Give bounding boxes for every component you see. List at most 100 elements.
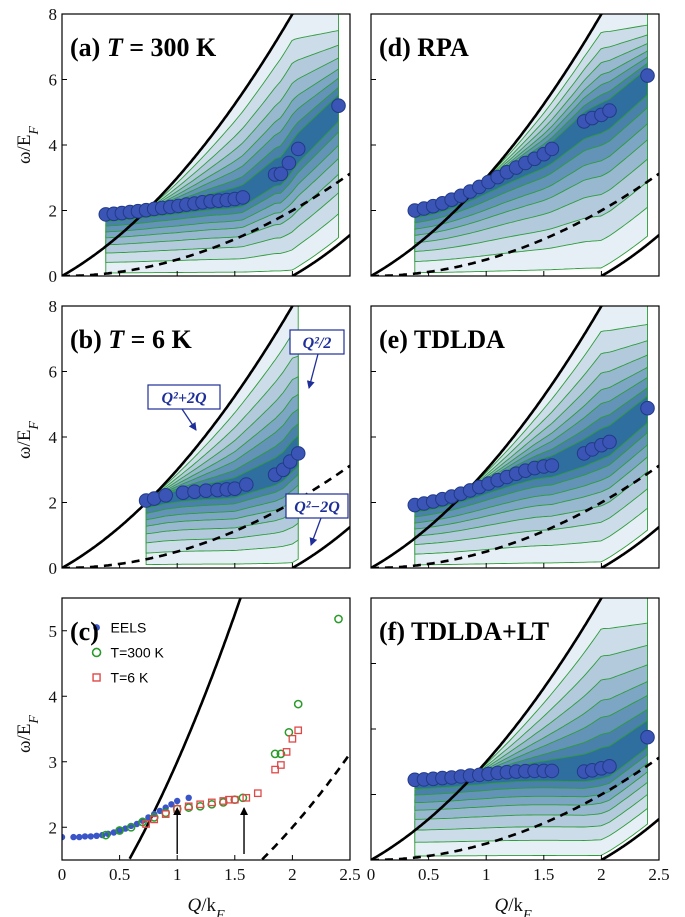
eels-point [185,794,192,801]
panel-title: (d) RPA [379,33,469,62]
y-tick-label: 4 [49,687,58,706]
panel-e: (e) TDLDA [370,305,660,569]
y-axis-label-bottom: ω/EF [14,715,42,753]
peak-marker [290,141,306,157]
red-open-square-point [294,726,303,735]
curve-q2-plus-2q [62,14,294,276]
curve-q2-minus-2q [291,234,350,276]
curve-q2-plus-2q [62,306,294,568]
x-tick-label: 2.5 [339,865,360,884]
plot-area-d [371,14,659,276]
y-tick-label: 0 [49,559,58,578]
curve-q2-minus-2q [600,234,659,276]
peak-marker [602,103,617,118]
legend-entry: T=6 K [111,669,149,685]
panel-f: 0 0.5 1 1.5 2 2.5 (f) TDLDA+LT [367,597,670,884]
y-tick-label: 8 [49,297,58,316]
peak-marker [331,98,346,113]
peak-marker [290,446,306,461]
panel-title: (a) T = 300 K [70,33,217,62]
eels-point [168,801,175,808]
legend-marker-300k [91,647,102,658]
panel-b: 0 2 4 6 8 (b) T = 6 K Q²+2Q Q²/2 Q²−2Q [49,297,351,578]
y-tick-label: 2 [49,818,58,837]
y-tick-label: 5 [49,622,58,641]
peak-marker [640,729,655,745]
red-open-square-point [207,798,216,807]
y-tick-label: 2 [49,494,58,513]
plot-area-a [62,14,350,276]
green-open-circle-point [115,826,124,835]
x-tick-label: 2 [597,865,606,884]
eels-point [81,833,89,840]
curve-q2-plus-2q [371,306,603,568]
red-open-square-point [142,820,150,828]
x-axis-label-left: Q/kF [187,895,225,917]
eels-point [76,833,83,841]
eels-point [62,833,66,841]
panel-a: 0 2 4 6 8 (a) T = 300 K [49,5,351,286]
green-open-circle-point [270,749,280,759]
red-open-square-point [150,815,159,824]
curve-q2-half [371,756,659,860]
red-open-square-point [196,800,205,809]
red-open-square-point [219,797,228,805]
peak-marker [640,68,655,83]
y-tick-label: 4 [49,428,58,447]
legend-entry: T=300 K [111,644,165,660]
annotation-arrow [181,408,197,431]
red-open-square-point [161,810,170,818]
y-tick-label: 3 [49,753,58,772]
panel-d: (d) RPA [370,13,660,277]
plot-area-e [371,306,659,568]
green-open-circle-point [195,801,205,811]
annotation-arrow [306,353,319,389]
panels-group: 0 2 4 6 8 (a) T = 300 K (d) RPA 0 2 4 6 8 (b) T = 6 … [49,5,670,884]
curve-q2-minus-2q [600,526,659,568]
green-open-circle-point [101,830,111,840]
y-tick-label: 4 [49,136,58,155]
panel-title: (e) TDLDA [379,325,505,354]
eels-point [87,833,95,840]
peak-marker [544,458,560,473]
eels-point [145,814,152,821]
plot-area-c [62,598,350,860]
legend-marker-eels [93,624,100,631]
peak-marker [158,488,173,503]
red-open-square-point [271,765,279,774]
red-open-square-point [282,748,291,756]
eels-point [116,827,123,834]
green-open-circle-point [284,727,294,737]
peak-marker [640,400,655,416]
y-tick-label: 8 [49,5,58,24]
y-tick-label: 2 [49,202,58,221]
legend-entry: EELS [111,619,147,635]
panel-title: (f) TDLDA+LT [379,617,549,646]
eels-point [174,797,181,805]
curve-q2-plus-2q [371,598,603,860]
panel-title: (b) T = 6 K [70,325,192,354]
peak-marker [239,477,254,492]
curve-annotation-box [285,493,349,519]
x-tick-label: 0.5 [109,865,130,884]
red-open-square-point [288,734,297,743]
x-tick-label: 1.5 [224,865,245,884]
x-tick-label: 0 [367,865,376,884]
legend-marker-6k [92,673,101,682]
curve-q2-half [371,172,659,276]
curve-q2-minus-2q [600,818,659,860]
curve-q2-half [371,464,659,568]
y-axis-label-top: ω/EF [14,126,42,164]
plot-area-b [62,306,350,568]
y-axis-label-middle: ω/EF [14,421,42,459]
red-open-square-point [242,793,251,802]
red-open-square-point [184,802,193,811]
curve-q2-minus-2q [291,526,350,568]
peak-marker [273,166,289,182]
x-tick-label: 1 [482,865,491,884]
curve-q2-plus-2q [128,598,242,860]
peak-marker [544,763,560,779]
curve-annotation-label: Q²/2 [303,335,332,352]
green-open-circle-point [334,614,343,624]
